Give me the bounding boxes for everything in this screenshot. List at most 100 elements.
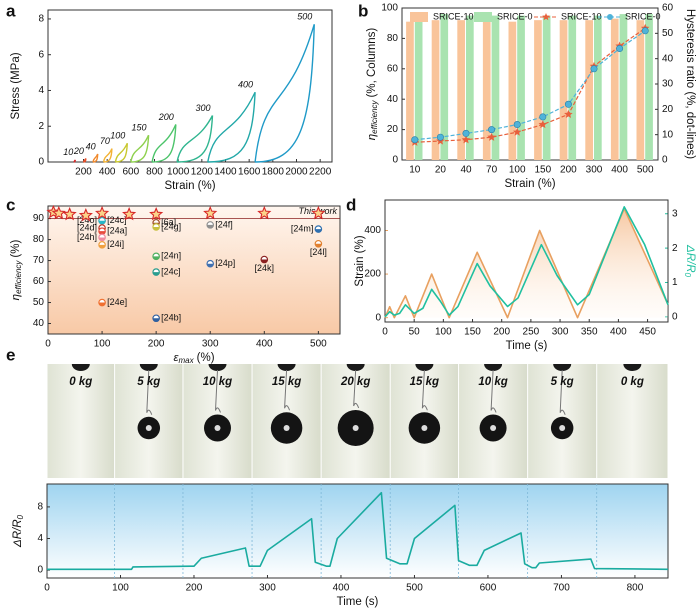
x-tick-label: 400 — [256, 339, 273, 350]
photo-hook — [284, 369, 291, 411]
photo-clamp — [139, 364, 158, 371]
y-axis-label: ηefficiency (%) — [10, 240, 23, 301]
point-label: [24p] — [215, 258, 235, 268]
y-tick-label: 4 — [38, 85, 44, 96]
y-tick-label: 90 — [33, 213, 45, 224]
x-tick-label: 0 — [45, 339, 51, 350]
circle-marker — [590, 65, 598, 73]
y-axis-label-part: (%) — [10, 240, 22, 258]
loading-curve — [114, 142, 128, 163]
x-tick-label: 300 — [552, 327, 569, 338]
y-axis-label-part: efficiency — [14, 260, 23, 294]
x-tick-label: 600 — [480, 583, 497, 594]
point-half — [98, 237, 106, 241]
x-tick-label: 70 — [486, 165, 498, 176]
x-tick-label: 400 — [610, 327, 627, 338]
y-tick-label: 80 — [387, 33, 399, 44]
photo-label: 5 kg — [137, 376, 160, 388]
point-half — [98, 244, 106, 249]
y-tick-label: 8 — [38, 14, 44, 25]
x-tick-label: 1200 — [191, 167, 214, 178]
loading-curve — [130, 134, 150, 163]
y-axis-label: ΔR/R0 — [12, 514, 25, 548]
point-label: [24i] — [107, 239, 124, 249]
y2-axis-label-part: 0 — [683, 273, 692, 278]
y2-axis-label: ΔR/R0 — [683, 244, 696, 278]
point-label: [24b] — [161, 313, 181, 323]
x-tick-label: 100 — [112, 583, 129, 594]
star-marker — [149, 206, 164, 221]
star-marker — [78, 208, 93, 222]
series-area — [385, 208, 668, 318]
x-tick-label: 50 — [409, 327, 421, 338]
photo-weight-hole — [145, 425, 152, 431]
loop-label: 500 — [297, 12, 312, 22]
circle-marker — [539, 113, 547, 121]
x-tick-label: 1000 — [167, 167, 190, 178]
loading-curve — [207, 91, 256, 163]
unloading-curve — [152, 124, 177, 163]
x-tick-label: 200 — [560, 165, 577, 176]
legend-label: SRICE-10 — [433, 11, 474, 21]
loop-label: 10 — [63, 147, 73, 157]
x-tick-label: 150 — [534, 165, 551, 176]
y-axis-label-part: η — [10, 294, 22, 300]
loading-curve — [151, 124, 177, 163]
y2-tick-label: 0 — [662, 155, 668, 166]
y-tick-label: 8 — [37, 502, 43, 513]
y2-tick-label: 1 — [672, 277, 678, 288]
unloading-curve — [73, 159, 76, 163]
loop-label: 200 — [158, 112, 174, 122]
bar — [440, 14, 449, 160]
y-axis-label-part: 0 — [16, 514, 25, 519]
point-half — [98, 220, 106, 224]
x-tick-label: 700 — [553, 583, 570, 594]
point-label: [24m] — [291, 223, 314, 233]
photo-hook — [146, 369, 153, 415]
point-half — [152, 272, 160, 276]
photo — [47, 364, 115, 478]
bar — [482, 20, 491, 160]
y-tick-label: 60 — [33, 276, 45, 287]
legend-label: SRICE-0 — [625, 11, 661, 21]
photo-label: 0 kg — [621, 376, 644, 388]
point-label: [24k] — [255, 263, 275, 273]
legend-swatch — [410, 12, 428, 22]
y-tick-label: 0 — [38, 157, 44, 168]
point-half — [152, 226, 160, 231]
x-axis-label: εmax (%) — [173, 352, 214, 365]
photo-clamp — [623, 364, 642, 372]
point-label: [24f] — [215, 219, 233, 229]
y2-tick-label: 0 — [672, 311, 678, 322]
x-tick-label: 500 — [406, 583, 423, 594]
x-tick-label: 200 — [186, 583, 203, 594]
y-tick-label: 20 — [387, 124, 399, 135]
star-marker — [257, 205, 272, 220]
bar — [508, 21, 517, 161]
y-axis-label-part: efficiency — [370, 99, 379, 133]
y2-tick-label: 40 — [662, 53, 674, 64]
x-tick-label: 10 — [409, 165, 421, 176]
y2-tick-label: 50 — [662, 28, 674, 39]
plot-background — [47, 484, 668, 578]
loop-label: 70 — [100, 136, 110, 146]
x-tick-label: 400 — [333, 583, 350, 594]
legend-swatch — [607, 14, 613, 20]
y-axis-label: Strain (%) — [354, 235, 366, 286]
y-tick-label: 0 — [392, 155, 398, 166]
y-tick-label: 4 — [37, 533, 43, 544]
bar — [414, 15, 423, 160]
y-tick-label: 2 — [38, 121, 44, 132]
point-label: [24o] — [77, 215, 97, 225]
y-axis-label-part: ΔR/R — [12, 519, 24, 548]
x-tick-label: 20 — [435, 165, 447, 176]
x-tick-label: 800 — [146, 167, 163, 178]
legend-label: SRICE-0 — [497, 11, 533, 21]
loop-label: 100 — [110, 131, 125, 141]
point-label: [24c] — [107, 215, 127, 225]
x-tick-label: 2000 — [285, 167, 308, 178]
point-label: [24e] — [107, 297, 127, 307]
photo-weight-hole — [214, 425, 221, 431]
y2-tick-label: 10 — [662, 129, 674, 140]
